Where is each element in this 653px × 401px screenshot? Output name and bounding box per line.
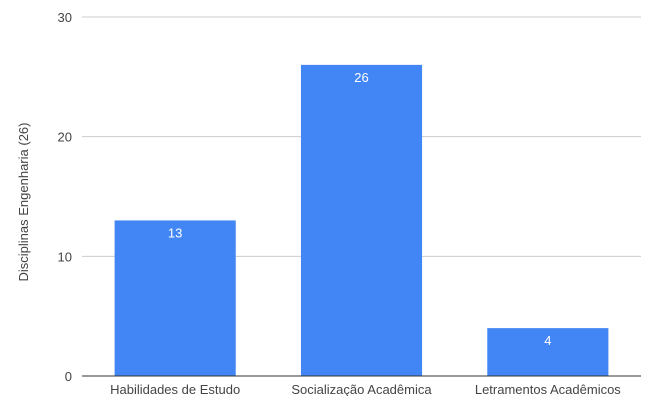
bar <box>114 220 236 376</box>
bar-data-label: 26 <box>354 70 368 85</box>
labels: 0 10 20 30 13 Habilidades de Estudo 26 Socializ… <box>58 10 622 397</box>
y-tick-label: 0 <box>65 369 72 384</box>
x-tick-label: Letramentos Acadêmicos <box>475 382 621 396</box>
bar <box>300 64 423 376</box>
x-tick-label: Socialização Acadêmica <box>291 382 432 396</box>
bar-data-label: 4 <box>544 333 551 348</box>
bar <box>487 328 609 376</box>
y-tick-label: 10 <box>58 249 72 264</box>
bar-data-label: 13 <box>168 225 182 240</box>
y-axis-label: Disciplinas Engenharia (26) <box>16 123 31 282</box>
x-tick-label: Habilidades de Estudo <box>110 382 240 396</box>
y-tick-label: 30 <box>58 10 72 25</box>
y-tick-label: 20 <box>58 130 72 145</box>
bars <box>114 64 609 376</box>
